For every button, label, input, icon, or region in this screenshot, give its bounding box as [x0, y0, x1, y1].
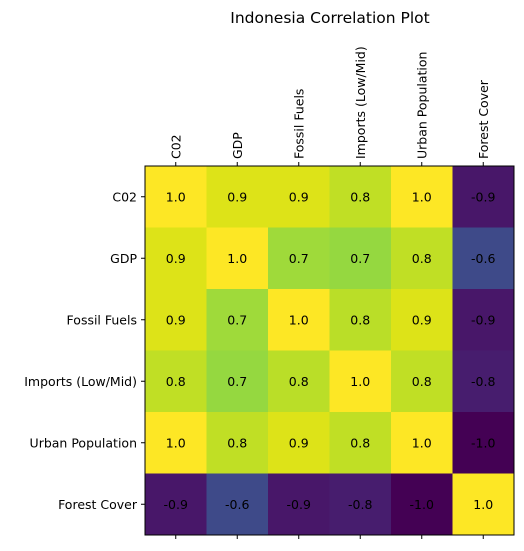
heatmap-cell-gdp-forest-cover: [452, 227, 515, 290]
cell-value-label: 0.7: [350, 251, 370, 266]
y-tick-label-forest-cover: Forest Cover: [58, 497, 138, 512]
cell-value-label: 0.9: [289, 189, 309, 204]
y-tick-label-c02: C02: [112, 189, 137, 204]
cell-value-label: 0.8: [350, 312, 370, 327]
heatmap-cell-forest-cover-fossil-fuels: [268, 473, 330, 536]
x-tick-label-gdp: GDP: [230, 132, 245, 159]
heatmap-cell-urban-population-imports-low-mid: [329, 412, 392, 474]
cell-value-label: 1.0: [350, 374, 370, 389]
cell-value-label: -0.8: [471, 374, 495, 389]
heatmap-cell-c02-forest-cover: [452, 166, 515, 228]
cell-value-label: 0.8: [350, 435, 370, 450]
cell-value-label: -1.0: [471, 435, 495, 450]
heatmap-cell-c02-fossil-fuels: [268, 166, 330, 228]
x-tick-label-fossil-fuels: Fossil Fuels: [291, 89, 306, 159]
plot-frame: [144, 165, 515, 536]
cell-value-label: 0.7: [227, 374, 247, 389]
heatmap-cell-fossil-fuels-urban-population: [391, 289, 453, 351]
cell-value-label: -0.9: [164, 497, 188, 512]
cell-value-label: -0.6: [225, 497, 249, 512]
heatmap-cell-c02-urban-population: [391, 166, 453, 228]
heatmap-cell-fossil-fuels-c02: [145, 289, 207, 351]
heatmap-cell-imports-low-mid-urban-population: [391, 350, 453, 413]
x-tick-label-c02: C02: [168, 134, 183, 159]
heatmap-cell-gdp-fossil-fuels: [268, 227, 330, 290]
heatmap-cell-urban-population-fossil-fuels: [268, 412, 330, 474]
heatmap-cell-c02-gdp: [206, 166, 269, 228]
heatmap-cell-gdp-gdp: [206, 227, 269, 290]
cell-value-label: 0.8: [289, 374, 309, 389]
cell-value-label: 0.8: [166, 374, 186, 389]
cell-value-label: 0.9: [227, 189, 247, 204]
cell-value-label: 1.0: [289, 312, 309, 327]
heatmap-cells: [145, 166, 515, 536]
heatmap-cell-forest-cover-gdp: [206, 473, 269, 536]
heatmap-cell-forest-cover-urban-population: [391, 473, 453, 536]
x-axis-ticks: C02 GDP Fossil Fuels Imports (Low/Mid) Urban…: [168, 46, 491, 539]
heatmap-cell-c02-imports-low-mid: [329, 166, 392, 228]
heatmap-cell-fossil-fuels-fossil-fuels: [268, 289, 330, 351]
cell-value-label: 1.0: [166, 435, 186, 450]
cell-value-label: 0.9: [166, 251, 186, 266]
cell-value-label: 0.8: [350, 189, 370, 204]
x-tick-label-urban-population: Urban Population: [414, 52, 429, 159]
cell-value-label: 0.8: [227, 435, 247, 450]
cell-value-label: 0.9: [166, 312, 186, 327]
cell-value-label: 0.7: [227, 312, 247, 327]
cell-value-label: 1.0: [412, 189, 432, 204]
cell-value-label: -0.9: [471, 189, 495, 204]
heatmap-cell-gdp-imports-low-mid: [329, 227, 392, 290]
heatmap-cell-urban-population-c02: [145, 412, 207, 474]
heatmap-cell-fossil-fuels-forest-cover: [452, 289, 515, 351]
cell-value-label: 1.0: [473, 497, 493, 512]
cell-value-label: -1.0: [410, 497, 434, 512]
cell-value-label: 1.0: [412, 435, 432, 450]
heatmap-cell-gdp-c02: [145, 227, 207, 290]
x-tick-label-imports-low-mid: Imports (Low/Mid): [353, 46, 368, 159]
heatmap-cell-imports-low-mid-gdp: [206, 350, 269, 413]
cell-value-label: 0.8: [412, 374, 432, 389]
cell-value-label: 0.9: [289, 435, 309, 450]
cell-value-label: -0.6: [471, 251, 495, 266]
y-axis-ticks: C02 GDP Fossil Fuels Imports (Low/Mid) Urban…: [24, 189, 145, 512]
y-tick-label-imports-low-mid: Imports (Low/Mid): [24, 374, 137, 389]
heatmap-cell-imports-low-mid-forest-cover: [452, 350, 515, 413]
cell-value-label: 0.9: [412, 312, 432, 327]
heatmap-cell-imports-low-mid-imports-low-mid: [329, 350, 392, 413]
heatmap-cell-urban-population-gdp: [206, 412, 269, 474]
heatmap-cell-fossil-fuels-gdp: [206, 289, 269, 351]
x-tick-label-forest-cover: Forest Cover: [476, 79, 491, 159]
heatmap-cell-urban-population-forest-cover: [452, 412, 515, 474]
heatmap-cell-imports-low-mid-fossil-fuels: [268, 350, 330, 413]
y-tick-label-fossil-fuels: Fossil Fuels: [67, 312, 137, 327]
heatmap-cell-forest-cover-c02: [145, 473, 207, 536]
heatmap-cell-c02-c02: [145, 166, 207, 228]
cell-value-label: 1.0: [227, 251, 247, 266]
heatmap-cell-imports-low-mid-c02: [145, 350, 207, 413]
heatmap-cell-fossil-fuels-imports-low-mid: [329, 289, 392, 351]
heatmap-cell-forest-cover-forest-cover: [452, 473, 515, 536]
heatmap-cell-urban-population-urban-population: [391, 412, 453, 474]
cell-value-label: 0.8: [412, 251, 432, 266]
y-tick-label-urban-population: Urban Population: [30, 435, 137, 450]
cell-value-label: -0.8: [348, 497, 372, 512]
heatmap-cell-forest-cover-imports-low-mid: [329, 473, 392, 536]
cell-value-label: 1.0: [166, 189, 186, 204]
chart-title: Indonesia Correlation Plot: [230, 9, 430, 27]
y-tick-label-gdp: GDP: [110, 251, 137, 266]
heatmap-cell-labels: 1.0 0.9 0.9 0.8 1.0 -0.9 0.9 1.0 0.7 0.7 0.8 -0.6 0.…: [164, 189, 496, 512]
heatmap-cell-gdp-urban-population: [391, 227, 453, 290]
cell-value-label: -0.9: [471, 312, 495, 327]
cell-value-label: -0.9: [287, 497, 311, 512]
cell-value-label: 0.7: [289, 251, 309, 266]
